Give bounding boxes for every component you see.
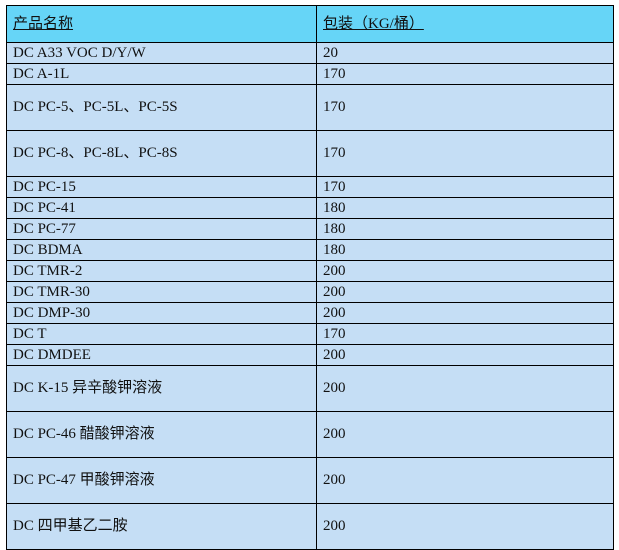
table-row: DC PC-47 甲酸钾溶液 200 bbox=[6, 457, 614, 504]
cell-packaging: 170 bbox=[316, 84, 614, 131]
cell-product-name: DC PC-41 bbox=[6, 197, 317, 219]
cell-packaging: 200 bbox=[316, 503, 614, 550]
cell-packaging: 180 bbox=[316, 197, 614, 219]
table-row: DC A-1L 170 bbox=[6, 63, 614, 85]
cell-product-name: DC BDMA bbox=[6, 239, 317, 261]
table-row: DC PC-8、PC-8L、PC-8S 170 bbox=[6, 130, 614, 177]
column-header-packaging: 包装（KG/桶） bbox=[316, 5, 614, 43]
table-row: DC A33 VOC D/Y/W 20 bbox=[6, 42, 614, 64]
product-packaging-table: 产品名称 包装（KG/桶） DC A33 VOC D/Y/W 20 DC A-1L 1… bbox=[6, 5, 614, 550]
cell-packaging: 200 bbox=[316, 302, 614, 324]
cell-product-name: DC PC-8、PC-8L、PC-8S bbox=[6, 130, 317, 177]
table-row: DC PC-15 170 bbox=[6, 176, 614, 198]
table-row: DC PC-41 180 bbox=[6, 197, 614, 219]
table-row: DC PC-46 醋酸钾溶液 200 bbox=[6, 411, 614, 458]
cell-product-name: DC PC-5、PC-5L、PC-5S bbox=[6, 84, 317, 131]
column-header-product-name-label: 产品名称 bbox=[13, 15, 74, 32]
table-row: DC PC-77 180 bbox=[6, 218, 614, 240]
cell-product-name: DC K-15 异辛酸钾溶液 bbox=[6, 365, 317, 412]
header-row: 产品名称 包装（KG/桶） bbox=[6, 5, 614, 43]
table-row: DC PC-5、PC-5L、PC-5S 170 bbox=[6, 84, 614, 131]
cell-packaging: 170 bbox=[316, 130, 614, 177]
cell-product-name: DC T bbox=[6, 323, 317, 345]
cell-product-name: DC 四甲基乙二胺 bbox=[6, 503, 317, 550]
table-row: DC DMDEE 200 bbox=[6, 344, 614, 366]
table-row: DC 四甲基乙二胺 200 bbox=[6, 503, 614, 550]
column-header-product-name: 产品名称 bbox=[6, 5, 317, 43]
cell-packaging: 200 bbox=[316, 457, 614, 504]
cell-packaging: 200 bbox=[316, 365, 614, 412]
cell-packaging: 200 bbox=[316, 260, 614, 282]
cell-packaging: 180 bbox=[316, 239, 614, 261]
cell-product-name: DC TMR-2 bbox=[6, 260, 317, 282]
cell-packaging: 200 bbox=[316, 344, 614, 366]
table-header: 产品名称 包装（KG/桶） bbox=[6, 5, 614, 43]
table-row: DC BDMA 180 bbox=[6, 239, 614, 261]
column-header-packaging-label: 包装（KG/桶） bbox=[323, 15, 424, 32]
cell-product-name: DC DMP-30 bbox=[6, 302, 317, 324]
table-row: DC K-15 异辛酸钾溶液 200 bbox=[6, 365, 614, 412]
cell-packaging: 170 bbox=[316, 63, 614, 85]
cell-product-name: DC A33 VOC D/Y/W bbox=[6, 42, 317, 64]
table-row: DC TMR-2 200 bbox=[6, 260, 614, 282]
cell-product-name: DC DMDEE bbox=[6, 344, 317, 366]
cell-packaging: 170 bbox=[316, 323, 614, 345]
table-row: DC T 170 bbox=[6, 323, 614, 345]
cell-product-name: DC PC-46 醋酸钾溶液 bbox=[6, 411, 317, 458]
table-row: DC DMP-30 200 bbox=[6, 302, 614, 324]
table-row: DC TMR-30 200 bbox=[6, 281, 614, 303]
cell-packaging: 200 bbox=[316, 281, 614, 303]
cell-product-name: DC PC-15 bbox=[6, 176, 317, 198]
cell-packaging: 180 bbox=[316, 218, 614, 240]
cell-packaging: 20 bbox=[316, 42, 614, 64]
cell-product-name: DC PC-77 bbox=[6, 218, 317, 240]
cell-packaging: 170 bbox=[316, 176, 614, 198]
table-body: DC A33 VOC D/Y/W 20 DC A-1L 170 DC PC-5、PC-5… bbox=[6, 42, 614, 550]
cell-product-name: DC TMR-30 bbox=[6, 281, 317, 303]
cell-packaging: 200 bbox=[316, 411, 614, 458]
cell-product-name: DC A-1L bbox=[6, 63, 317, 85]
cell-product-name: DC PC-47 甲酸钾溶液 bbox=[6, 457, 317, 504]
